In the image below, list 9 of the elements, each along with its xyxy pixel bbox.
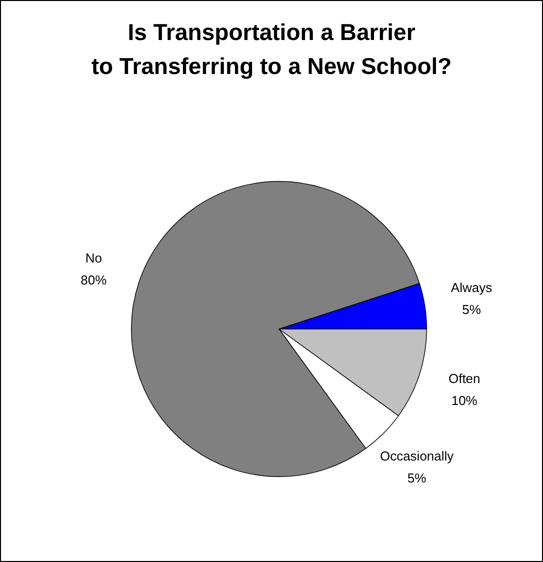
- slice-label: No: [85, 250, 102, 266]
- data-label: 80%: [80, 272, 108, 288]
- data-label: 5%: [407, 470, 427, 486]
- data-label: 10%: [451, 392, 478, 408]
- slice-label: Often: [448, 370, 480, 386]
- chart-title: Is Transportation a Barrier to Transferring to a New School?: [90, 18, 453, 81]
- slice-label: Always: [450, 280, 493, 296]
- data-label: 5%: [462, 302, 482, 318]
- slice-label: Occasionally: [380, 448, 454, 464]
